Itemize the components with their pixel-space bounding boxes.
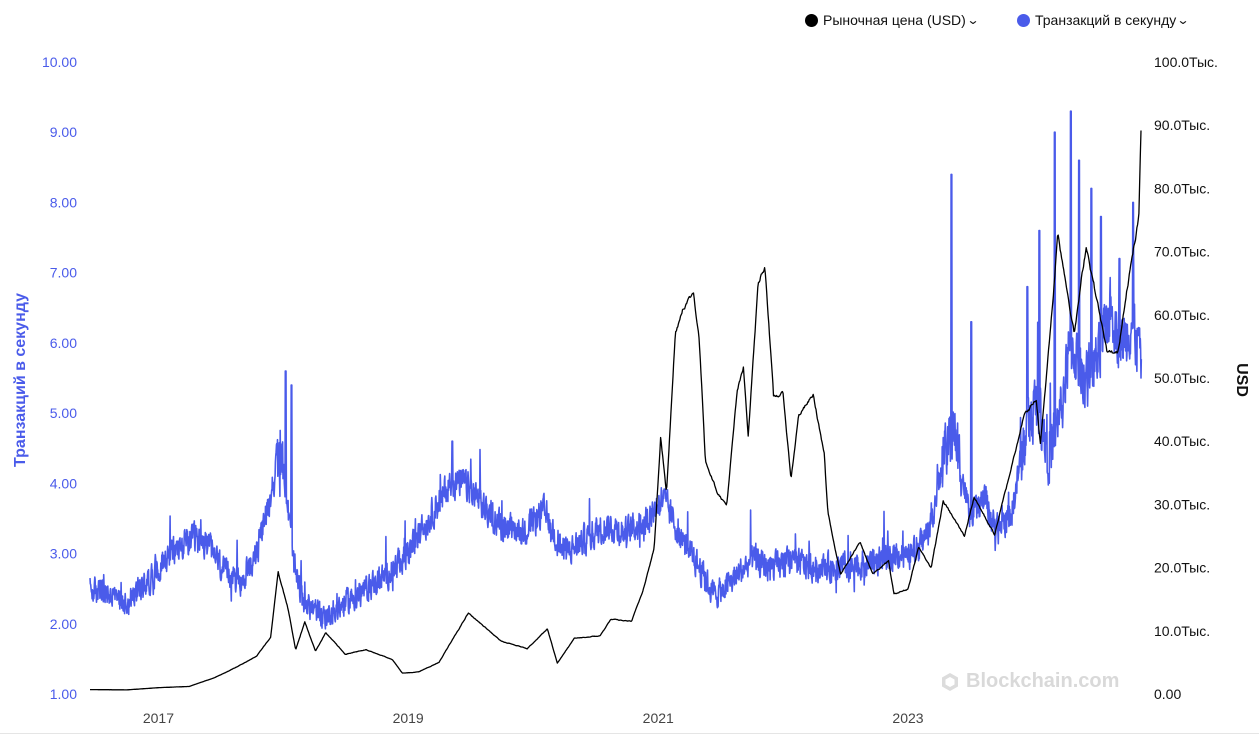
- right-tick-label: 80.0Тыс.: [1154, 180, 1210, 196]
- left-tick-label: 2.00: [50, 616, 77, 632]
- right-tick-label: 40.0Тыс.: [1154, 433, 1210, 449]
- left-tick-label: 1.00: [50, 686, 77, 702]
- x-tick-label: 2019: [393, 710, 424, 726]
- right-axis-title: USD: [1233, 363, 1250, 397]
- right-tick-label: 20.0Тыс.: [1154, 560, 1210, 576]
- x-tick-label: 2021: [643, 710, 674, 726]
- left-tick-label: 3.00: [50, 546, 77, 562]
- right-tick-label: 100.0Тыс.: [1154, 54, 1218, 70]
- left-tick-label: 4.00: [50, 475, 77, 491]
- tps-series-line: [89, 110, 1143, 630]
- right-tick-label: 50.0Тыс.: [1154, 370, 1210, 386]
- plot-area: [89, 110, 1143, 691]
- x-axis: 2017 2019 2021 2023: [143, 710, 924, 726]
- right-tick-label: 90.0Тыс.: [1154, 117, 1210, 133]
- blockchain-logo-icon: [942, 672, 958, 691]
- right-tick-label: 0.00: [1154, 686, 1181, 702]
- legend-tps-dot-icon: [1017, 13, 1030, 27]
- watermark-text: Blockchain.com: [966, 670, 1120, 692]
- left-tick-label: 8.00: [50, 194, 77, 210]
- left-tick-label: 9.00: [50, 124, 77, 140]
- left-tick-label: 7.00: [50, 265, 77, 281]
- chevron-down-icon[interactable]: ⌄: [1176, 13, 1190, 27]
- left-tick-label: 6.00: [50, 335, 77, 351]
- legend-item-price[interactable]: Рыночная цена (USD) ⌄: [805, 12, 980, 28]
- legend-item-tps[interactable]: Транзакций в секунду ⌄: [1017, 12, 1190, 28]
- right-tick-label: 30.0Тыс.: [1154, 496, 1210, 512]
- x-tick-label: 2017: [143, 710, 174, 726]
- price-series-line: [90, 130, 1142, 691]
- legend-tps-label: Транзакций в секунду: [1035, 12, 1177, 28]
- right-tick-label: 60.0Тыс.: [1154, 307, 1210, 323]
- legend-price-dot-icon: [805, 13, 818, 27]
- chevron-down-icon[interactable]: ⌄: [966, 13, 980, 27]
- bottom-divider: [0, 733, 1259, 734]
- left-y-axis: 10.00 9.00 8.00 7.00 6.00 5.00 4.00 3.00 2.00 1.0…: [42, 54, 77, 702]
- left-axis-title: Транзакций в секунду: [12, 293, 29, 467]
- legend-price-label: Рыночная цена (USD): [823, 12, 966, 28]
- right-tick-label: 70.0Тыс.: [1154, 244, 1210, 260]
- left-tick-label: 5.00: [50, 405, 77, 421]
- left-tick-label: 10.00: [42, 54, 77, 70]
- right-y-axis: 100.0Тыс. 90.0Тыс. 80.0Тыс. 70.0Тыс. 60.0Тыс…: [1154, 54, 1218, 702]
- right-tick-label: 10.0Тыс.: [1154, 623, 1210, 639]
- x-tick-label: 2023: [892, 710, 923, 726]
- blockchain-watermark: Blockchain.com: [940, 670, 1119, 693]
